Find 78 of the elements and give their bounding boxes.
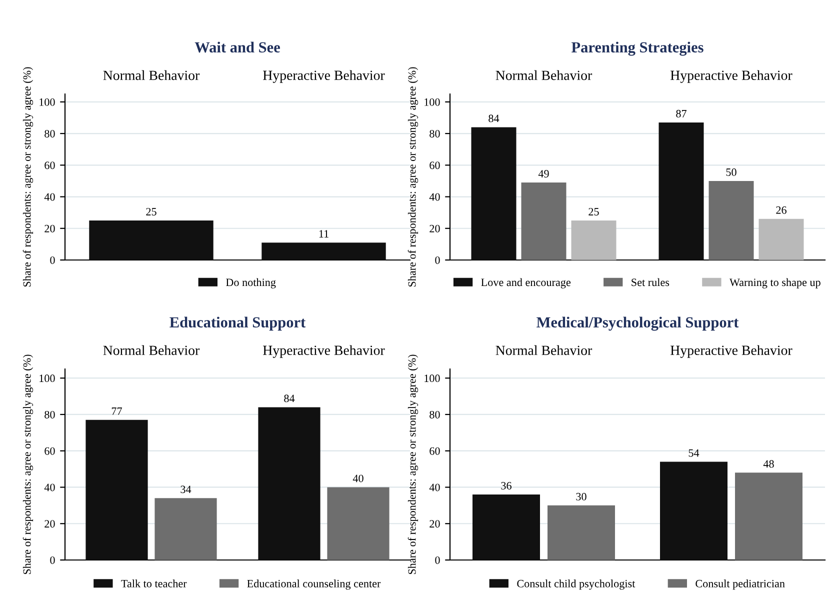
chart-title: Parenting Strategies — [571, 42, 704, 56]
x-tick-label: Normal Behavior — [103, 70, 200, 80]
y-tick-label: 40 — [44, 484, 55, 492]
y-tick-label: 40 — [429, 484, 440, 492]
x-tick-label: Hyperactive Behavior — [263, 70, 385, 83]
data-label: 40 — [352, 474, 364, 482]
legend-label: Do nothing — [226, 278, 276, 288]
y-tick-label: 100 — [424, 374, 440, 382]
legend-label: Love and encourage — [481, 278, 571, 288]
y-tick-label: 0 — [435, 256, 440, 264]
bar — [327, 487, 390, 560]
x-tick-label: Normal Behavior — [496, 345, 592, 356]
y-tick-label: 80 — [430, 130, 440, 138]
data-label: 34 — [180, 486, 192, 494]
y-axis-title: Share of respondents: agree or strongly agree (%) — [408, 354, 418, 574]
bar — [660, 462, 728, 560]
y-tick-label: 80 — [430, 410, 440, 418]
bar — [708, 180, 754, 260]
y-tick-label: 0 — [50, 556, 55, 564]
x-tick-label: Normal Behavior — [496, 70, 592, 80]
y-tick-label: 60 — [430, 447, 440, 455]
y-tick-label: 80 — [44, 410, 55, 418]
x-tick-label: Hyperactive Behavior — [263, 345, 385, 358]
data-label: 36 — [501, 482, 512, 490]
data-label: 11 — [319, 230, 328, 238]
bar — [521, 182, 566, 260]
bar — [472, 494, 540, 560]
y-axis-title: Share of respondents: agree or strongly agree (%) — [22, 67, 34, 287]
data-label: 49 — [538, 170, 549, 178]
legend-label: Set rules — [632, 278, 670, 286]
data-label: 87 — [676, 110, 686, 118]
bar — [658, 122, 704, 260]
data-label: 77 — [112, 408, 122, 415]
bar — [758, 218, 804, 260]
y-axis-title: Share of respondents: agree or strongly agree (%) — [22, 354, 34, 574]
legend-label: Warning to shape up — [729, 278, 820, 288]
y-tick-label: 20 — [44, 224, 55, 232]
y-tick-label: 60 — [44, 162, 55, 170]
chart-title: Wait and See — [194, 42, 280, 53]
y-tick-label: 20 — [430, 520, 440, 528]
bar — [86, 420, 148, 560]
data-label: 50 — [726, 168, 736, 176]
chart-title: Medical/Psychological Support — [536, 316, 739, 331]
x-tick-label: Hyperactive Behavior — [670, 345, 792, 358]
bar — [258, 407, 320, 560]
data-label: 25 — [146, 208, 156, 216]
y-tick-label: 100 — [40, 98, 55, 106]
bar — [571, 220, 616, 260]
data-label: 54 — [688, 449, 700, 457]
x-tick-label: Hyperactive Behavior — [670, 70, 792, 83]
y-tick-label: 60 — [430, 162, 440, 170]
y-tick-label: 100 — [424, 98, 440, 106]
bar — [471, 127, 516, 260]
data-label: 26 — [776, 206, 786, 214]
y-tick-label: 0 — [50, 256, 55, 264]
data-label: 84 — [488, 114, 500, 122]
y-tick-label: 0 — [435, 556, 440, 564]
bar — [735, 472, 802, 560]
legend-label: Consult child psychologist — [517, 580, 636, 590]
y-axis-title: Share of respondents: agree or strongly agree (%) — [408, 67, 418, 287]
bar — [548, 505, 615, 560]
chart-title: Educational Support — [170, 316, 306, 331]
legend-label: Consult pediatrician — [696, 580, 785, 590]
legend-label: Educational counseling center — [247, 580, 381, 590]
y-tick-label: 20 — [44, 520, 55, 528]
y-tick-label: 60 — [44, 447, 55, 455]
x-tick-label: Normal Behavior — [103, 345, 200, 356]
data-label: 25 — [588, 208, 599, 216]
y-tick-label: 80 — [44, 130, 55, 138]
y-tick-label: 20 — [430, 224, 440, 232]
y-tick-label: 40 — [429, 193, 440, 201]
y-tick-label: 40 — [44, 193, 55, 201]
legend-label: Talk to teacher — [121, 580, 187, 588]
data-label: 84 — [284, 394, 295, 402]
data-label: 30 — [576, 492, 586, 500]
y-tick-label: 100 — [40, 374, 55, 382]
data-label: 48 — [763, 460, 774, 468]
bar — [154, 498, 217, 560]
